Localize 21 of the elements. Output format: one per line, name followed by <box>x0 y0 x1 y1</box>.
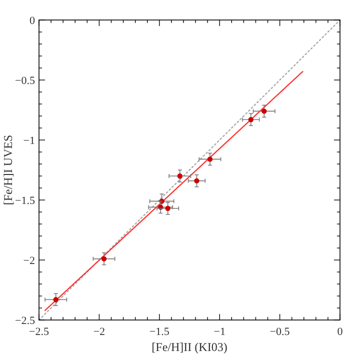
x-tick-label: −0.5 <box>270 326 290 338</box>
point <box>262 108 267 114</box>
y-tick-label: −1 <box>23 135 35 147</box>
point <box>53 297 58 302</box>
point <box>177 173 182 179</box>
point <box>207 156 213 162</box>
y-tick-label: −0.5 <box>15 75 36 87</box>
x-tick-label: −1.5 <box>149 326 170 338</box>
y-tick-label: −2.5 <box>15 315 36 327</box>
y-axis-title: [Fe/H]I UVES <box>1 134 15 206</box>
x-tick-label: −1 <box>214 326 226 338</box>
point <box>101 256 107 262</box>
y-tick-label: 0 <box>30 15 36 27</box>
y-tick-label: −1.5 <box>15 195 36 207</box>
x-axis-title: [Fe/H]II (KI03) <box>152 340 228 354</box>
x-tick-label: −2 <box>93 326 106 338</box>
point <box>248 117 254 122</box>
x-tick-label: 0 <box>337 326 344 338</box>
point <box>194 178 200 184</box>
point <box>165 206 170 211</box>
y-tick-label: −2 <box>23 255 35 267</box>
